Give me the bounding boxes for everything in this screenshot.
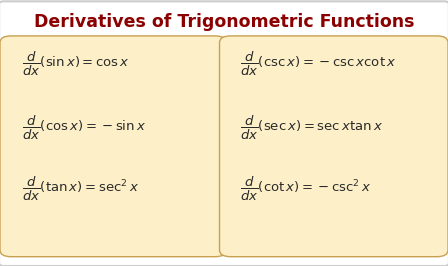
FancyBboxPatch shape — [220, 36, 448, 257]
Text: $\dfrac{d}{dx}(\sin x) = \cos x$: $\dfrac{d}{dx}(\sin x) = \cos x$ — [22, 50, 130, 78]
Text: $\dfrac{d}{dx}(\cot x) = -\csc^2 x$: $\dfrac{d}{dx}(\cot x) = -\csc^2 x$ — [240, 175, 371, 203]
Text: Derivatives of Trigonometric Functions: Derivatives of Trigonometric Functions — [34, 13, 414, 31]
Text: $\dfrac{d}{dx}(\cos x) = -\sin x$: $\dfrac{d}{dx}(\cos x) = -\sin x$ — [22, 114, 146, 142]
FancyBboxPatch shape — [0, 36, 226, 257]
Text: $\dfrac{d}{dx}(\tan x) = \sec^2 x$: $\dfrac{d}{dx}(\tan x) = \sec^2 x$ — [22, 175, 139, 203]
Text: $\dfrac{d}{dx}(\csc x) = -\csc x\cot x$: $\dfrac{d}{dx}(\csc x) = -\csc x\cot x$ — [240, 50, 396, 78]
Text: $\dfrac{d}{dx}(\sec x) = \sec x\tan x$: $\dfrac{d}{dx}(\sec x) = \sec x\tan x$ — [240, 114, 383, 142]
